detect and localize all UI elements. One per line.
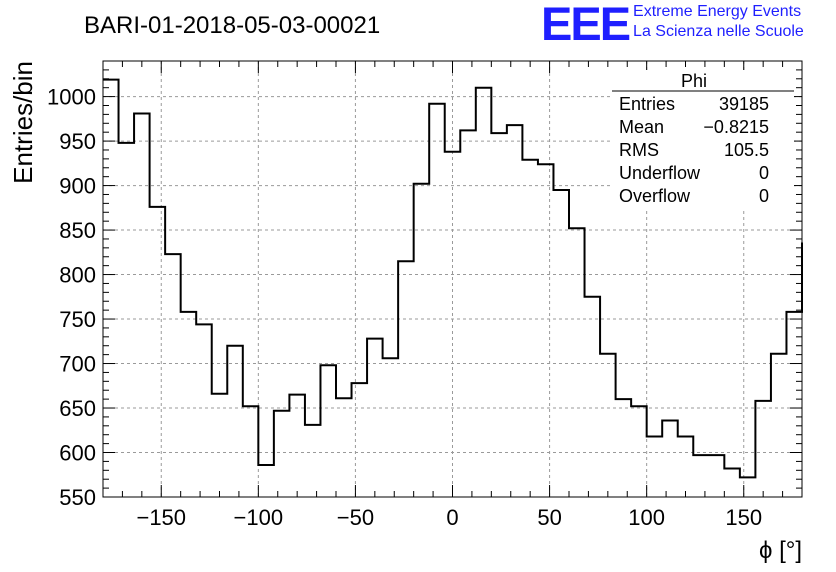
histogram-bin <box>755 401 771 497</box>
x-tick-label: −50 <box>337 505 374 530</box>
stats-label-mean: Mean <box>619 117 664 137</box>
histogram-bin <box>429 104 445 497</box>
histogram-bin <box>522 160 538 497</box>
histogram-line <box>103 78 803 479</box>
y-axis-label: Entries/bin <box>8 61 38 184</box>
x-tick-labels: −150 −100 −50 0 50 100 150 <box>136 505 762 530</box>
histogram-bin <box>460 130 476 497</box>
histogram-bin <box>476 88 492 497</box>
histogram-bin <box>616 399 632 497</box>
histogram-bin <box>165 254 181 497</box>
histogram-bin <box>445 152 461 497</box>
eee-logo-line2: La Scienza nelle Scuole <box>633 23 804 40</box>
y-tick-label: 600 <box>59 441 96 466</box>
stats-label-underflow: Underflow <box>619 163 701 183</box>
x-tick-label: −150 <box>136 505 186 530</box>
x-tick-label: 50 <box>537 505 561 530</box>
histogram-bin <box>119 143 135 497</box>
histogram-bin <box>414 184 430 497</box>
axis-ticks <box>102 60 803 498</box>
histogram-bin <box>662 420 678 497</box>
histogram-bin <box>740 477 756 497</box>
stats-value-underflow: 0 <box>759 163 769 183</box>
histogram-series <box>103 78 803 497</box>
histogram-bin <box>693 455 709 497</box>
histogram-bin <box>678 436 694 497</box>
stats-label-overflow: Overflow <box>619 186 691 206</box>
y-tick-label: 550 <box>59 485 96 510</box>
stats-label-entries: Entries <box>619 94 675 114</box>
histogram-bin <box>336 398 352 497</box>
x-tick-label: 100 <box>628 505 665 530</box>
y-tick-label: 650 <box>59 396 96 421</box>
y-tick-label: 750 <box>59 307 96 332</box>
histogram-bin <box>786 312 802 497</box>
stats-box-background <box>612 70 794 210</box>
stats-box: Phi Entries 39185 Mean −0.8215 RMS 105.5… <box>612 70 794 210</box>
stats-value-entries: 39185 <box>719 94 769 114</box>
stats-value-rms: 105.5 <box>724 140 769 160</box>
histogram-bin <box>320 365 336 497</box>
histogram-bin <box>538 164 554 497</box>
stats-label-rms: RMS <box>619 140 659 160</box>
stats-value-mean: −0.8215 <box>703 117 769 137</box>
histogram-bin <box>181 312 197 497</box>
stats-value-overflow: 0 <box>759 186 769 206</box>
x-axis-label: ϕ [°] <box>759 537 802 564</box>
eee-logo-text: Extreme Energy Events La Scienza nelle S… <box>633 2 804 42</box>
histogram-bin <box>507 125 523 497</box>
y-tick-label: 800 <box>59 263 96 288</box>
x-tick-label: 0 <box>446 505 458 530</box>
eee-logo-line1: Extreme Energy Events <box>633 3 802 20</box>
histogram-bin <box>243 406 259 497</box>
y-tick-label: 1000 <box>47 85 96 110</box>
y-tick-label: 950 <box>59 129 96 154</box>
histogram-bin <box>134 113 150 497</box>
histogram-bin <box>196 324 212 497</box>
histogram-bin <box>352 383 368 497</box>
histogram-bin <box>631 406 647 497</box>
histogram-bin <box>258 465 274 497</box>
histogram-bin <box>491 133 507 497</box>
histogram-bin <box>647 436 663 497</box>
y-tick-labels: 550 600 650 700 750 800 850 900 950 1000 <box>47 85 96 510</box>
eee-logo-mark: EEE <box>541 0 631 50</box>
x-tick-label: 150 <box>725 505 762 530</box>
histogram-bin <box>398 261 414 497</box>
histogram-bin <box>600 354 616 497</box>
histogram-bin <box>367 339 383 497</box>
histogram-bin <box>569 228 585 497</box>
y-tick-label: 700 <box>59 352 96 377</box>
y-tick-label: 900 <box>59 174 96 199</box>
histogram-bin <box>150 207 166 497</box>
stats-box-title: Phi <box>681 71 707 91</box>
histogram-bin <box>771 354 787 497</box>
eee-logo: EEE Extreme Energy Events La Scienza nel… <box>541 0 804 50</box>
chart-title: BARI-01-2018-05-03-00021 <box>84 12 380 39</box>
histogram-bin <box>212 394 228 497</box>
x-tick-label: −100 <box>234 505 284 530</box>
histogram-bin <box>724 469 740 497</box>
histogram-bin <box>709 455 725 497</box>
histogram-bin <box>383 358 399 497</box>
histogram-bin <box>227 346 243 497</box>
histogram-bin <box>289 395 305 497</box>
y-tick-label: 850 <box>59 218 96 243</box>
histogram-bin <box>274 411 290 497</box>
histogram-bin <box>585 297 601 497</box>
histogram-bin <box>553 190 569 497</box>
histogram-bin <box>305 425 321 497</box>
